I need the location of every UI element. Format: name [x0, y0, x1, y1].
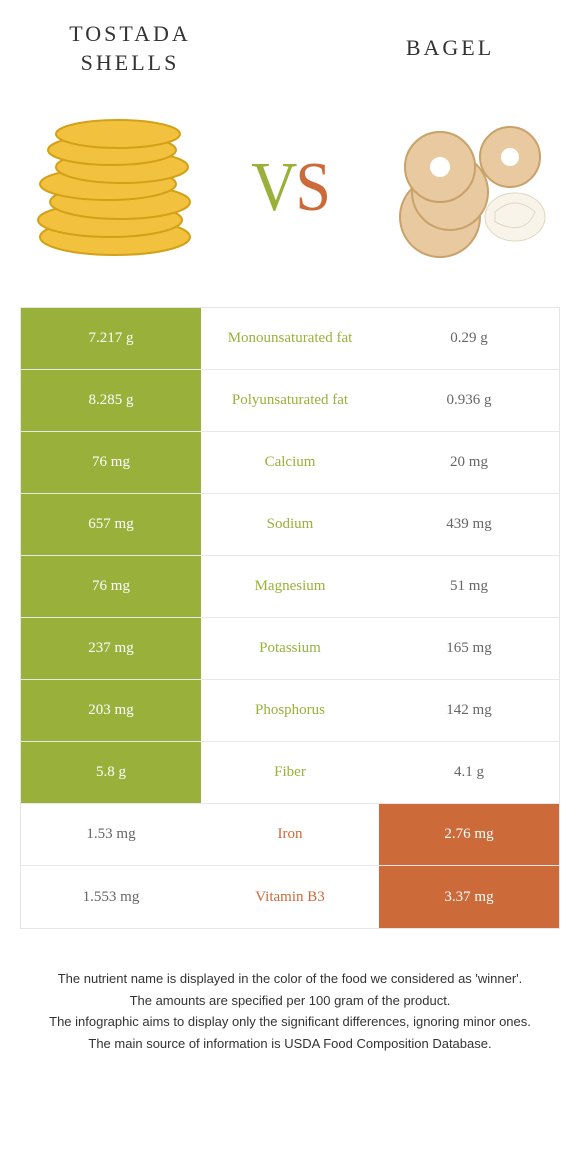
left-value: 657 mg [21, 494, 201, 555]
header: Tostada shells Bagel [0, 0, 580, 87]
footnote-line: The main source of information is USDA F… [30, 1034, 550, 1054]
nutrient-name: Calcium [201, 432, 379, 493]
hero-row: VS [0, 87, 580, 307]
table-row: 7.217 gMonounsaturated fat0.29 g [21, 308, 559, 370]
right-value: 2.76 mg [379, 804, 559, 865]
table-row: 76 mgMagnesium51 mg [21, 556, 559, 618]
nutrient-name: Polyunsaturated fat [201, 370, 379, 431]
left-value: 1.553 mg [21, 866, 201, 928]
nutrient-name: Sodium [201, 494, 379, 555]
left-value: 7.217 g [21, 308, 201, 369]
footnote-line: The nutrient name is displayed in the co… [30, 969, 550, 989]
right-value: 142 mg [379, 680, 559, 741]
nutrient-name: Vitamin B3 [201, 866, 379, 928]
footnote-line: The amounts are specified per 100 gram o… [30, 991, 550, 1011]
right-value: 51 mg [379, 556, 559, 617]
table-row: 1.553 mgVitamin B33.37 mg [21, 866, 559, 928]
footnote-line: The infographic aims to display only the… [30, 1012, 550, 1032]
table-row: 8.285 gPolyunsaturated fat0.936 g [21, 370, 559, 432]
nutrient-table: 7.217 gMonounsaturated fat0.29 g8.285 gP… [20, 307, 560, 929]
right-value: 3.37 mg [379, 866, 559, 928]
bagel-image [380, 102, 550, 272]
right-value: 20 mg [379, 432, 559, 493]
table-row: 76 mgCalcium20 mg [21, 432, 559, 494]
table-row: 657 mgSodium439 mg [21, 494, 559, 556]
right-value: 0.29 g [379, 308, 559, 369]
nutrient-name: Fiber [201, 742, 379, 803]
vs-label: VS [251, 146, 329, 227]
left-value: 1.53 mg [21, 804, 201, 865]
right-value: 4.1 g [379, 742, 559, 803]
vs-s: S [295, 148, 329, 226]
left-value: 237 mg [21, 618, 201, 679]
nutrient-name: Phosphorus [201, 680, 379, 741]
food-title-left: Tostada shells [40, 20, 220, 77]
table-row: 237 mgPotassium165 mg [21, 618, 559, 680]
table-row: 1.53 mgIron2.76 mg [21, 804, 559, 866]
left-value: 76 mg [21, 432, 201, 493]
nutrient-name: Monounsaturated fat [201, 308, 379, 369]
table-row: 5.8 gFiber4.1 g [21, 742, 559, 804]
left-value: 8.285 g [21, 370, 201, 431]
right-value: 165 mg [379, 618, 559, 679]
nutrient-name: Potassium [201, 618, 379, 679]
footnotes: The nutrient name is displayed in the co… [0, 929, 580, 1053]
right-value: 0.936 g [379, 370, 559, 431]
nutrient-name: Magnesium [201, 556, 379, 617]
left-value: 203 mg [21, 680, 201, 741]
left-value: 76 mg [21, 556, 201, 617]
right-value: 439 mg [379, 494, 559, 555]
vs-v: V [251, 148, 295, 226]
nutrient-name: Iron [201, 804, 379, 865]
tostada-image [30, 102, 200, 272]
left-value: 5.8 g [21, 742, 201, 803]
table-row: 203 mgPhosphorus142 mg [21, 680, 559, 742]
food-title-right: Bagel [360, 34, 540, 63]
